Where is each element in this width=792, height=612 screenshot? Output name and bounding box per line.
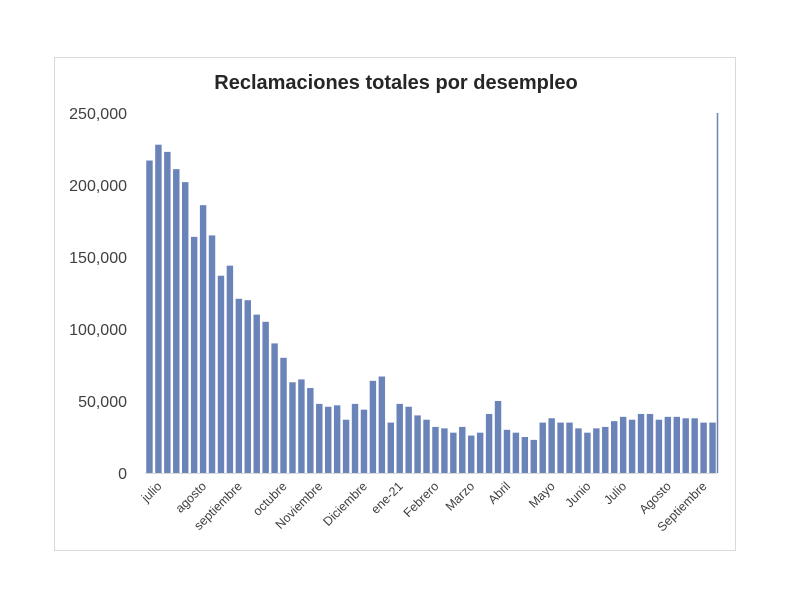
bar — [459, 426, 466, 473]
bar — [360, 409, 368, 473]
bar — [655, 419, 663, 473]
bar — [646, 413, 654, 473]
bar — [325, 406, 332, 473]
x-tick-label: Julio — [601, 479, 629, 507]
bar — [619, 416, 627, 473]
bar — [539, 422, 546, 473]
bar — [503, 429, 511, 473]
bar — [155, 144, 162, 473]
bar — [280, 357, 287, 473]
bar — [182, 182, 189, 473]
bar — [575, 428, 582, 473]
bar — [244, 300, 251, 473]
bar — [432, 426, 439, 473]
bar — [369, 380, 377, 473]
bar — [173, 169, 180, 473]
x-tick-label: Junio — [562, 479, 593, 510]
bar — [664, 416, 672, 473]
bar — [164, 151, 171, 473]
bar — [521, 437, 529, 473]
bar — [530, 439, 537, 473]
bar — [190, 236, 198, 473]
bar — [262, 321, 269, 473]
bar — [378, 376, 386, 473]
y-tick-label: 50,000 — [78, 394, 127, 411]
bar — [217, 275, 225, 473]
bar — [468, 435, 475, 473]
bar — [593, 428, 600, 473]
bar — [351, 403, 359, 473]
bar — [333, 405, 341, 473]
bar — [342, 419, 350, 473]
bar — [441, 428, 448, 473]
bar — [208, 235, 216, 473]
bar — [602, 426, 609, 473]
bar — [226, 265, 234, 473]
bar — [405, 406, 412, 473]
bar — [700, 422, 707, 473]
bar — [709, 422, 716, 473]
x-tick-label: Mayo — [526, 479, 558, 511]
bar — [271, 343, 278, 473]
bar — [476, 432, 484, 473]
bar — [512, 432, 520, 473]
bar — [298, 379, 305, 473]
bar — [691, 418, 698, 473]
bar — [637, 413, 645, 473]
bar — [494, 401, 502, 473]
x-tick-label: julio — [138, 479, 164, 505]
bar — [387, 422, 394, 473]
y-tick-label: 200,000 — [69, 178, 127, 195]
bar — [423, 419, 430, 473]
bar — [316, 403, 323, 473]
y-tick-label: 0 — [118, 466, 127, 483]
bar — [199, 205, 207, 473]
bar — [682, 418, 689, 473]
bar — [584, 432, 591, 473]
bar — [566, 422, 573, 473]
x-tick-label: Marzo — [443, 479, 477, 513]
bar — [450, 432, 457, 473]
bar — [628, 419, 636, 473]
bar — [611, 421, 618, 473]
bar — [307, 388, 314, 473]
x-tick-label: Diciembre — [320, 479, 370, 529]
bar — [485, 413, 493, 473]
bar — [414, 415, 421, 473]
bar — [548, 418, 555, 473]
y-tick-label: 250,000 — [69, 106, 127, 123]
bar — [289, 382, 296, 473]
y-tick-label: 100,000 — [69, 322, 127, 339]
chart-title: Reclamaciones totales por desempleo — [214, 72, 578, 94]
bar — [673, 416, 680, 473]
x-tick-label: Febrero — [401, 479, 442, 520]
bar — [557, 422, 564, 473]
bar — [235, 298, 243, 473]
bar — [253, 314, 260, 473]
x-tick-label: Abril — [486, 479, 514, 507]
bar — [146, 160, 153, 473]
bar — [396, 403, 403, 473]
y-tick-label: 150,000 — [69, 250, 127, 267]
